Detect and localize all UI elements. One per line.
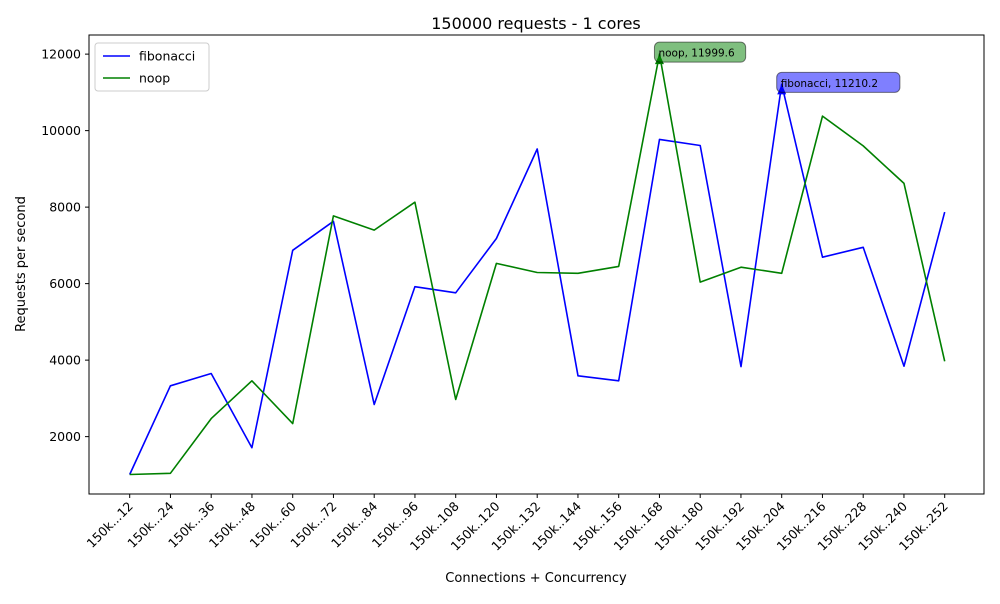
chart-title: 150000 requests - 1 cores <box>431 14 641 33</box>
legend: fibonacci noop <box>95 43 209 91</box>
legend-label-fibonacci: fibonacci <box>139 49 195 64</box>
y-tick-label: 12000 <box>41 47 81 62</box>
y-tick-label: 6000 <box>49 276 81 291</box>
annotation-label-fibonacci: fibonacci, 11210.2 <box>781 78 878 90</box>
annotation-label-noop: noop, 11999.6 <box>658 48 735 60</box>
y-tick-label: 2000 <box>49 429 81 444</box>
y-tick-label: 8000 <box>49 200 81 215</box>
y-tick-label: 4000 <box>49 353 81 368</box>
y-tick-label: 10000 <box>41 123 81 138</box>
x-axis-label: Connections + Concurrency <box>445 571 627 586</box>
legend-label-noop: noop <box>139 71 170 86</box>
y-axis-label: Requests per second <box>14 196 29 332</box>
